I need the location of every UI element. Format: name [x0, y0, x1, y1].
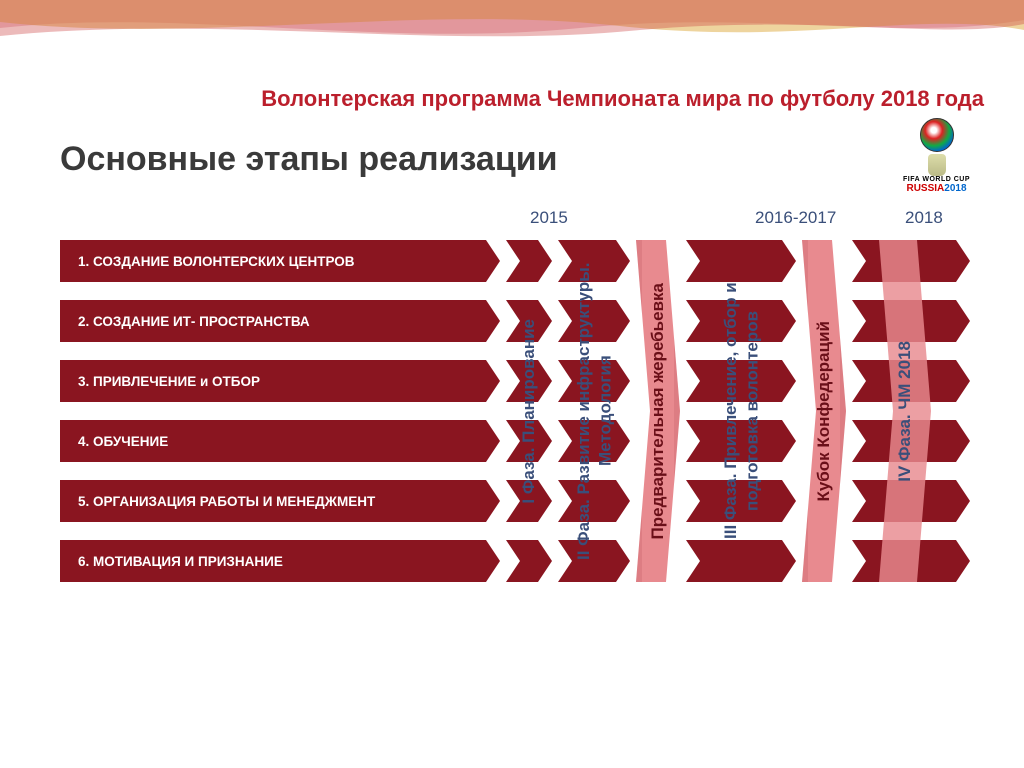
logo-caption-2: RUSSIA2018: [899, 183, 974, 194]
stage-label: 6. МОТИВАЦИЯ И ПРИЗНАНИЕ: [78, 554, 283, 569]
stage-row: 6. МОТИВАЦИЯ И ПРИЗНАНИЕ: [60, 540, 500, 582]
stage-row: 5. ОРГАНИЗАЦИЯ РАБОТЫ И МЕНЕДЖМЕНТ: [60, 480, 500, 522]
stage-label: 1. СОЗДАНИЕ ВОЛОНТЕРСКИХ ЦЕНТРОВ: [78, 254, 355, 269]
worldcup-logo: FIFA WORLD CUP RUSSIA2018: [899, 118, 974, 194]
year-label: 2016-2017: [755, 208, 836, 228]
header-wave: [0, 0, 1024, 60]
year-label: 2015: [530, 208, 568, 228]
phase-label: Предварительная жеребьевка: [647, 283, 668, 539]
phase-label: II Фаза. Развитие инфраструктуры. Методо…: [573, 240, 616, 582]
phase-column: I Фаза. Планирование: [506, 240, 552, 582]
phase-column: II Фаза. Развитие инфраструктуры. Методо…: [558, 240, 630, 582]
phase-label: IV Фаза. ЧМ 2018: [894, 341, 915, 482]
phase-column: III Фаза. Привлечение, отбор и подготовк…: [686, 240, 796, 582]
event-column: Кубок Конфедераций: [802, 240, 846, 582]
stage-label: 4. ОБУЧЕНИЕ: [78, 434, 168, 449]
event-column: Предварительная жеребьевка: [636, 240, 680, 582]
stage-row: 2. СОЗДАНИЕ ИТ- ПРОСТРАНСТВА: [60, 300, 500, 342]
stage-row: 1. СОЗДАНИЕ ВОЛОНТЕРСКИХ ЦЕНТРОВ: [60, 240, 500, 282]
logo-trophy-icon: [928, 154, 946, 176]
stage-label: 3. ПРИВЛЕЧЕНИЕ и ОТБОР: [78, 374, 260, 389]
stage-row: 3. ПРИВЛЕЧЕНИЕ и ОТБОР: [60, 360, 500, 402]
phase-label: Кубок Конфедераций: [813, 321, 834, 502]
year-label: 2018: [905, 208, 943, 228]
final-phase-column: IV Фаза. ЧМ 2018: [852, 240, 970, 582]
stage-label: 5. ОРГАНИЗАЦИЯ РАБОТЫ И МЕНЕДЖМЕНТ: [78, 494, 375, 509]
logo-ball-icon: [920, 118, 954, 152]
page-supertitle: Волонтерская программа Чемпионата мира п…: [160, 86, 984, 112]
phase-label: III Фаза. Привлечение, отбор и подготовк…: [720, 240, 763, 582]
year-axis: 2015 2016-2017 2018: [0, 208, 1024, 232]
phase-label: I Фаза. Планирование: [518, 319, 539, 504]
stage-row: 4. ОБУЧЕНИЕ: [60, 420, 500, 462]
stage-label: 2. СОЗДАНИЕ ИТ- ПРОСТРАНСТВА: [78, 314, 310, 329]
logo-caption-1: FIFA WORLD CUP: [899, 176, 974, 183]
page-title: Основные этапы реализации: [60, 140, 558, 179]
phases-diagram: 1. СОЗДАНИЕ ВОЛОНТЕРСКИХ ЦЕНТРОВ 2. СОЗДА…: [60, 240, 974, 610]
